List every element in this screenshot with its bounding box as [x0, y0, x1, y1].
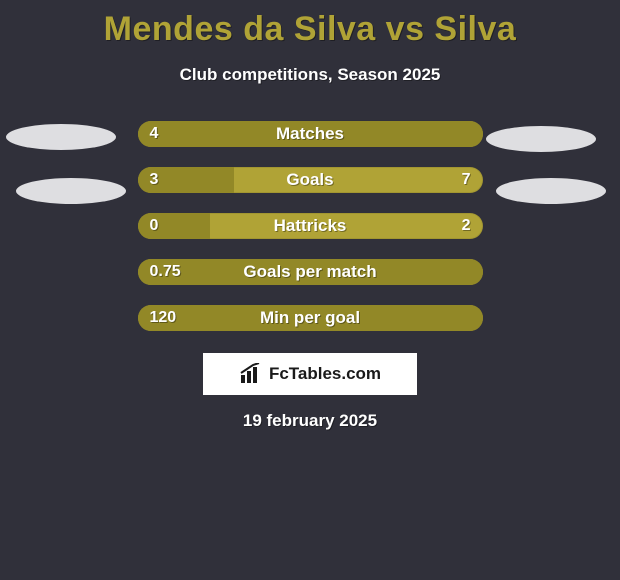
- stat-label: Goals per match: [138, 259, 483, 285]
- chart-date: 19 february 2025: [0, 411, 620, 431]
- stat-row: Goals per match0.75: [138, 259, 483, 285]
- brand-logo-box: FcTables.com: [203, 353, 417, 395]
- left-ellipse-1: [6, 124, 116, 150]
- stat-value-right: 2: [462, 213, 471, 239]
- stat-label: Goals: [138, 167, 483, 193]
- stat-value-left: 0: [150, 213, 159, 239]
- chart-title: Mendes da Silva vs Silva: [0, 0, 620, 49]
- right-ellipse-1: [486, 126, 596, 152]
- stat-row: Min per goal120: [138, 305, 483, 331]
- stat-row: Matches4: [138, 121, 483, 147]
- comparison-chart: Mendes da Silva vs Silva Club competitio…: [0, 0, 620, 431]
- chart-subtitle: Club competitions, Season 2025: [0, 65, 620, 85]
- stat-label: Hattricks: [138, 213, 483, 239]
- left-ellipse-2: [16, 178, 126, 204]
- brand-chart-icon: [239, 363, 263, 385]
- stat-row: Hattricks0 2: [138, 213, 483, 239]
- stat-value-left: 3: [150, 167, 159, 193]
- right-ellipse-2: [496, 178, 606, 204]
- stat-rows: Matches4 Goals3 7 Hattricks0 2 Goals per matc…: [0, 121, 620, 331]
- stat-label: Matches: [138, 121, 483, 147]
- stat-row: Goals3 7: [138, 167, 483, 193]
- stat-value-left: 4: [150, 121, 159, 147]
- stat-value-left: 120: [150, 305, 177, 331]
- brand-name: FcTables.com: [269, 364, 381, 384]
- stat-value-right: 7: [462, 167, 471, 193]
- stat-label: Min per goal: [138, 305, 483, 331]
- stat-value-left: 0.75: [150, 259, 181, 285]
